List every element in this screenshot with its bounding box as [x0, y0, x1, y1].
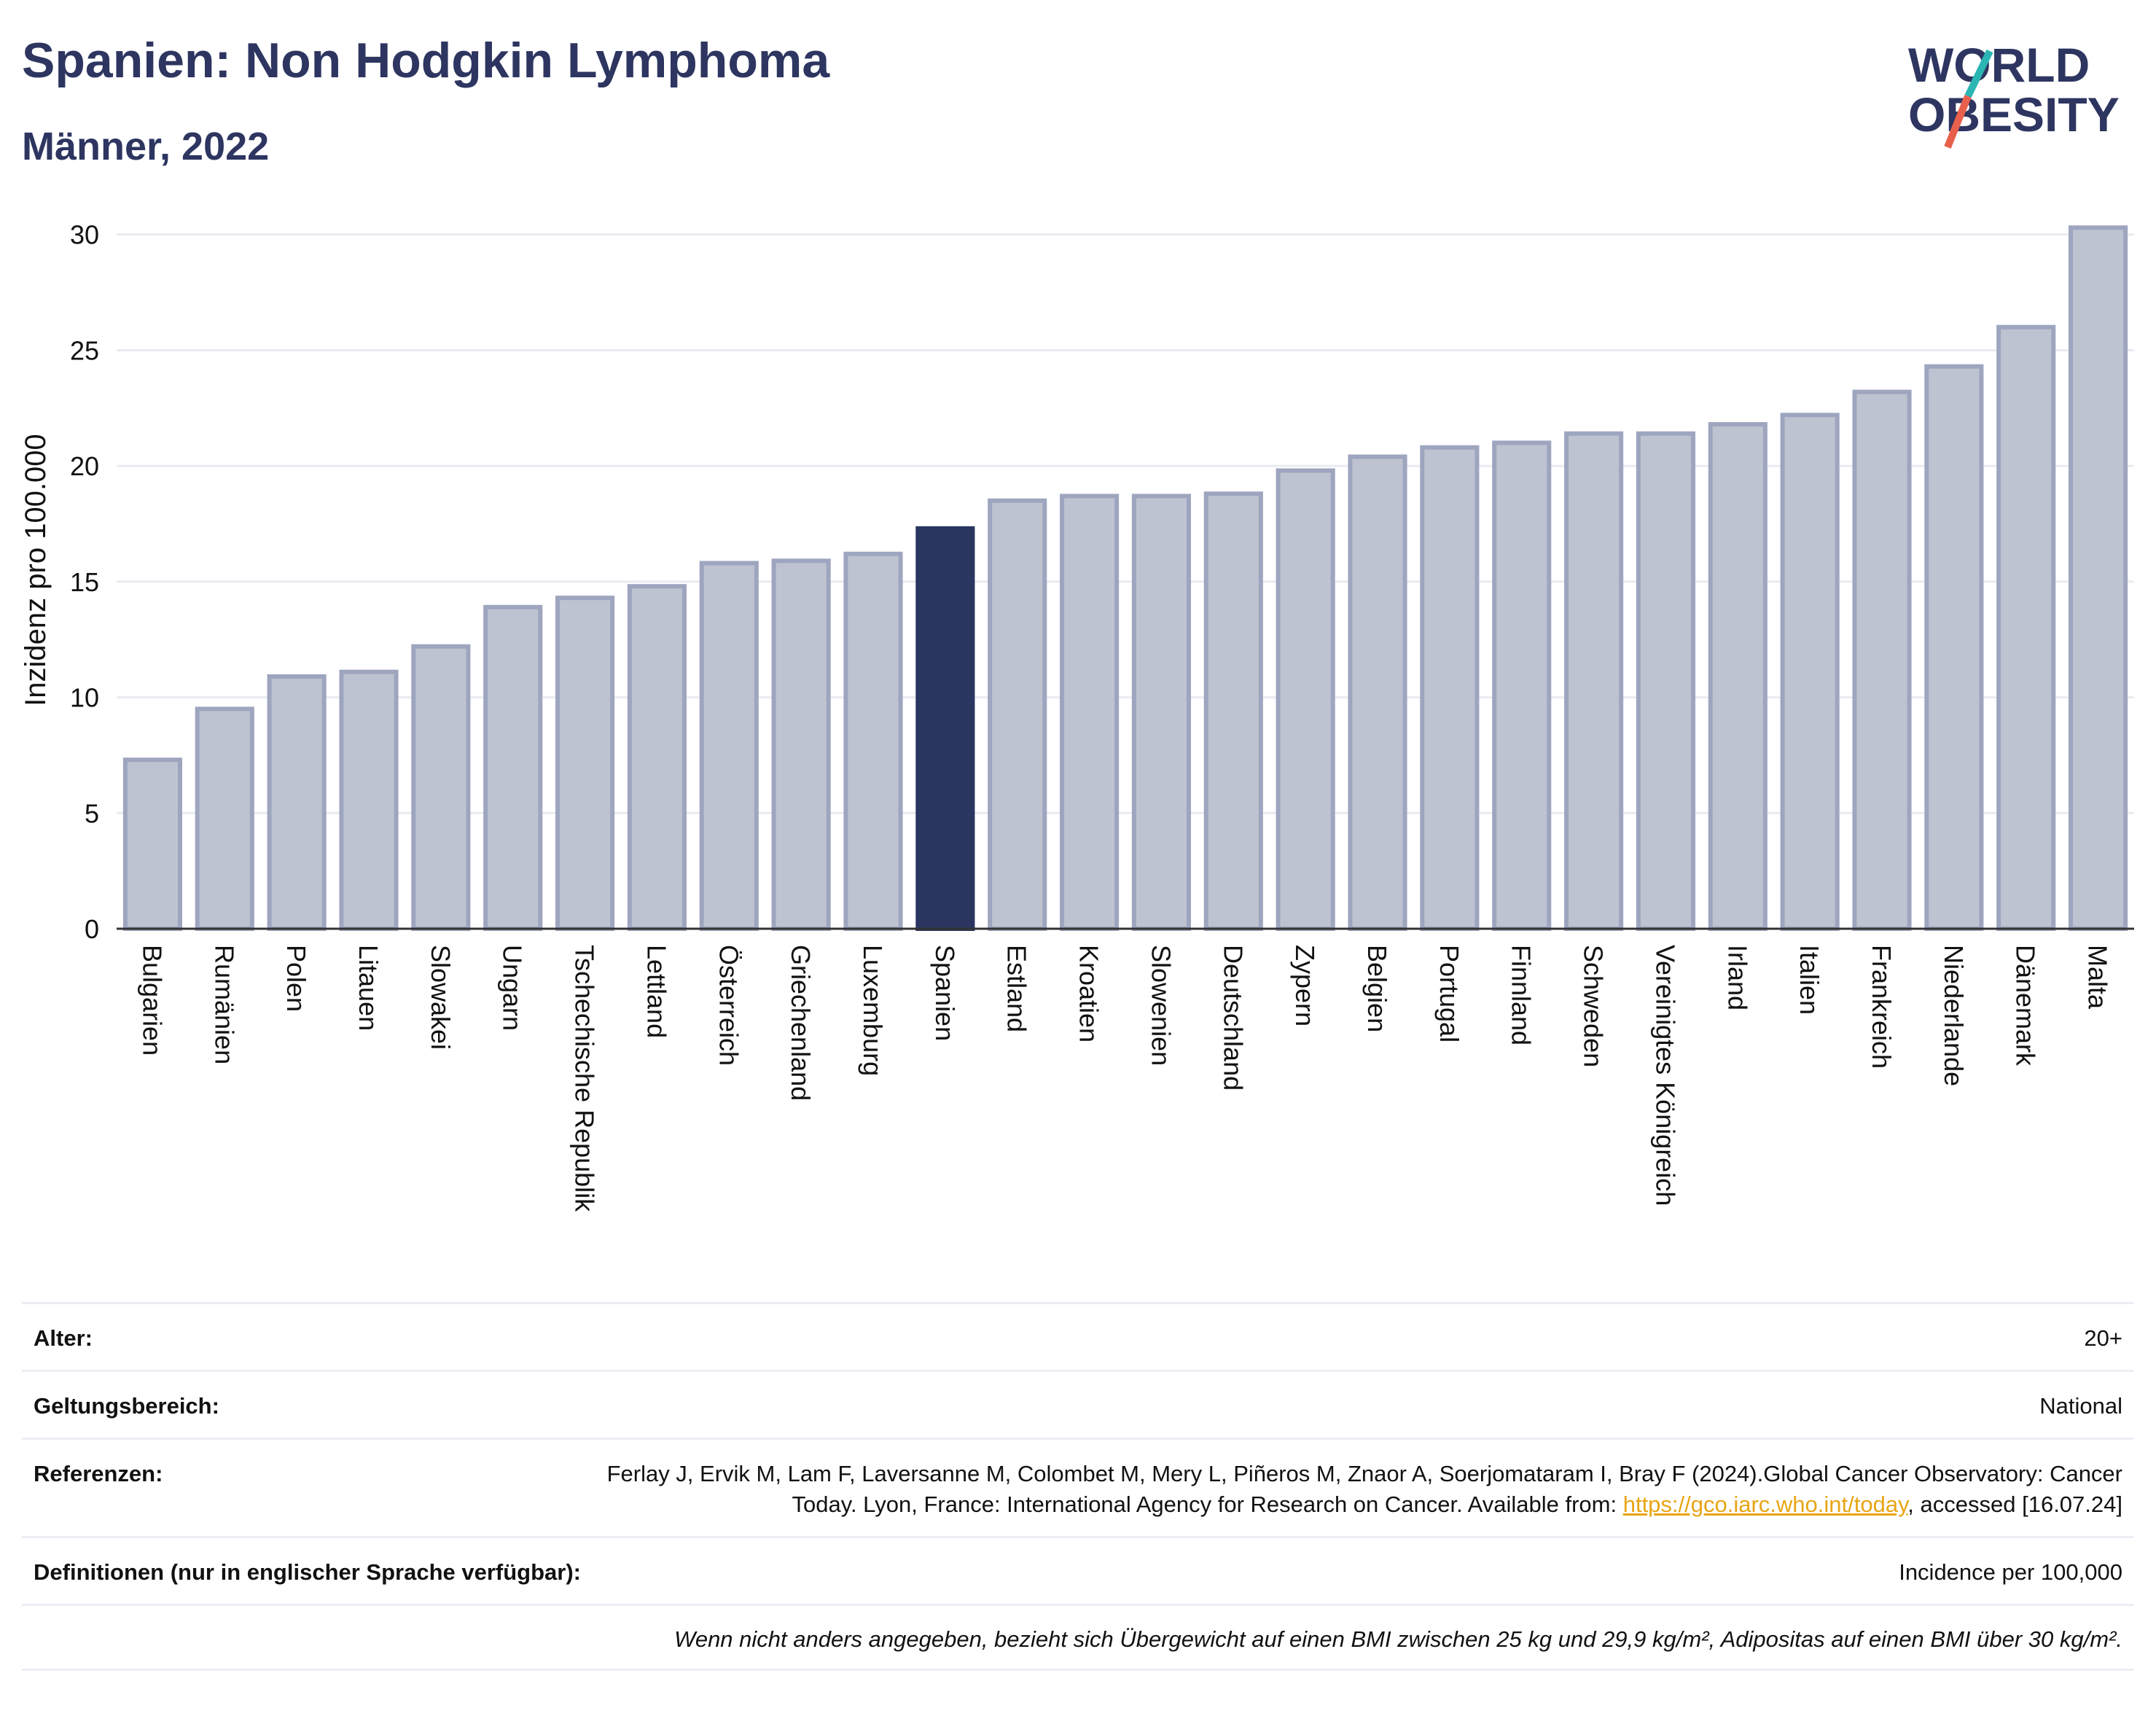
bar-italien: [1780, 413, 1840, 931]
x-tick-label: Zypern: [1290, 945, 1320, 1026]
logo-line2: OBESITY: [1908, 87, 2120, 141]
chart-subtitle: Männer, 2022: [22, 125, 270, 168]
bar-slowenien: [1131, 494, 1191, 932]
y-tick-label: 5: [85, 798, 99, 828]
bar-slowakei: [411, 644, 471, 932]
bar-finnland: [1492, 440, 1552, 931]
bar-bulgarien: [122, 757, 182, 931]
bar-polen: [267, 674, 327, 931]
meta-label: Definitionen (nur in englischer Sprache …: [34, 1559, 581, 1585]
bar-luxemburg: [843, 551, 903, 931]
y-tick-label: 15: [70, 567, 99, 597]
bar-irland: [1708, 422, 1768, 931]
bars: [122, 225, 2128, 932]
x-tick-label: Irland: [1722, 945, 1752, 1010]
chart-title: Spanien: Non Hodgkin Lymphoma: [22, 33, 830, 88]
bar-rumänien: [195, 706, 254, 931]
x-tick-label: Deutschland: [1218, 945, 1248, 1091]
meta-row-references: Referenzen: Ferlay J, Ervik M, Lam F, La…: [22, 1438, 2134, 1536]
x-tick-label: Rumänien: [209, 945, 239, 1064]
x-tick-label: Portugal: [1434, 945, 1464, 1042]
y-tick-label: 20: [70, 451, 99, 481]
meta-label: Geltungsbereich:: [34, 1393, 219, 1419]
meta-label: Referenzen:: [34, 1461, 163, 1486]
meta-value: Ferlay J, Ervik M, Lam F, Laversanne M, …: [592, 1459, 2122, 1520]
bar-niederlande: [1924, 364, 1984, 932]
bar-lettland: [627, 584, 687, 931]
y-tick-label: 30: [70, 220, 99, 250]
world-obesity-logo: WORLD OBESITY: [1908, 38, 2120, 149]
x-tick-label: Lettland: [641, 945, 671, 1038]
x-tick-label: Finnland: [1507, 945, 1536, 1045]
bar-litauen: [339, 669, 399, 931]
logo-slash-red: [1944, 95, 1972, 149]
meta-value: 20+: [2084, 1325, 2122, 1351]
x-tick-label: Ungarn: [498, 945, 528, 1031]
meta-label: Alter:: [34, 1325, 93, 1351]
x-tick-label: Malta: [2083, 945, 2113, 1010]
meta-value: Incidence per 100,000: [1899, 1559, 2122, 1585]
bar-griechenland: [771, 558, 831, 931]
meta-row-age: Alter: 20+: [22, 1302, 2134, 1370]
bar-deutschland: [1203, 491, 1263, 932]
y-tick-labels: 0 5 10 15 20 25 30: [70, 220, 99, 944]
x-tick-label: Polen: [281, 945, 311, 1012]
x-tick-label: Tschechische Republik: [570, 945, 600, 1212]
logo-line1: WORLD: [1908, 38, 2090, 92]
x-tick-label: Österreich: [714, 945, 743, 1066]
bar-zypern: [1276, 468, 1335, 931]
bar-belgien: [1348, 454, 1407, 931]
y-axis-label: Inzidenz pro 100.000: [20, 434, 52, 706]
bar-dänemark: [1996, 324, 2056, 932]
x-tick-label: Griechenland: [786, 945, 816, 1101]
x-tick-label: Spanien: [930, 945, 960, 1041]
y-tick-label: 10: [70, 683, 99, 713]
x-tick-label: Kroatien: [1074, 945, 1104, 1042]
x-tick-label: Litauen: [354, 945, 383, 1031]
y-tick-label: 0: [85, 914, 99, 944]
x-tick-label: Estland: [1002, 945, 1032, 1032]
x-tick-label: Slowenien: [1146, 945, 1176, 1066]
bar-tschechische-republik: [555, 596, 615, 931]
bar-schweden: [1564, 431, 1624, 931]
x-tick-label: Luxemburg: [858, 945, 888, 1076]
bar-frankreich: [1852, 389, 1912, 931]
meta-value: National: [2039, 1393, 2122, 1419]
bar-portugal: [1420, 445, 1480, 931]
x-tick-label: Bulgarien: [137, 945, 167, 1056]
bar-österreich: [699, 561, 759, 931]
x-tick-label: Italien: [1794, 945, 1824, 1015]
footnote: Wenn nicht anders angegeben, bezieht sic…: [22, 1604, 2134, 1671]
y-tick-label: 25: [70, 335, 99, 365]
bar-kroatien: [1060, 494, 1120, 932]
x-tick-labels: Bulgarien Rumänien Polen Litauen Slowakei Ung…: [137, 945, 2112, 1212]
reference-accessed: , accessed [16.07.24]: [1907, 1492, 2122, 1517]
reference-text: Ferlay J, Ervik M, Lam F, Laversanne M, …: [606, 1461, 2122, 1517]
x-tick-label: Vereinigtes Königreich: [1650, 945, 1680, 1206]
x-tick-label: Slowakei: [426, 945, 456, 1050]
bar-vereinigtes-königreich: [1636, 431, 1695, 931]
x-tick-label: Dänemark: [2011, 945, 2041, 1067]
logo-slash-teal: [1964, 49, 1993, 98]
x-tick-label: Schweden: [1579, 945, 1609, 1067]
metadata-table: Alter: 20+ Geltungsbereich: National Ref…: [22, 1302, 2134, 1671]
meta-row-scope: Geltungsbereich: National: [22, 1370, 2134, 1438]
reference-link[interactable]: https://gco.iarc.who.int/today: [1622, 1492, 1908, 1517]
bar-malta: [2069, 225, 2128, 931]
x-tick-label: Belgien: [1362, 945, 1392, 1032]
bar-estland: [988, 498, 1047, 932]
meta-row-definitions: Definitionen (nur in englischer Sprache …: [22, 1536, 2134, 1604]
x-tick-label: Frankreich: [1867, 945, 1897, 1069]
x-tick-label: Niederlande: [1939, 945, 1969, 1086]
bar-ungarn: [483, 604, 543, 931]
bar-chart: 0 5 10 15 20 25 30 Bulgarien Rumänien Polen Litau…: [20, 220, 2134, 1212]
bar-spanien: [915, 526, 975, 931]
